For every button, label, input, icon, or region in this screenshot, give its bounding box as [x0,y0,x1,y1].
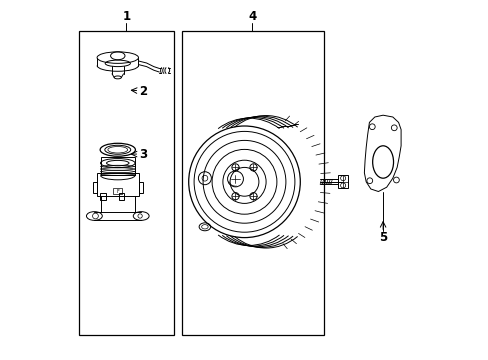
Text: 3: 3 [139,148,147,161]
Bar [92,182,97,193]
Bar [337,175,347,188]
Text: 4: 4 [248,10,256,23]
Bar [139,182,142,193]
Text: 1: 1 [122,10,130,23]
Bar [113,188,122,194]
Bar [101,193,106,200]
Text: 2: 2 [139,85,147,98]
Bar [181,31,323,335]
Text: F: F [116,189,119,194]
Bar [101,157,135,175]
Bar [118,193,124,200]
Bar [79,31,174,335]
Text: 5: 5 [378,231,386,244]
Bar [97,173,139,196]
